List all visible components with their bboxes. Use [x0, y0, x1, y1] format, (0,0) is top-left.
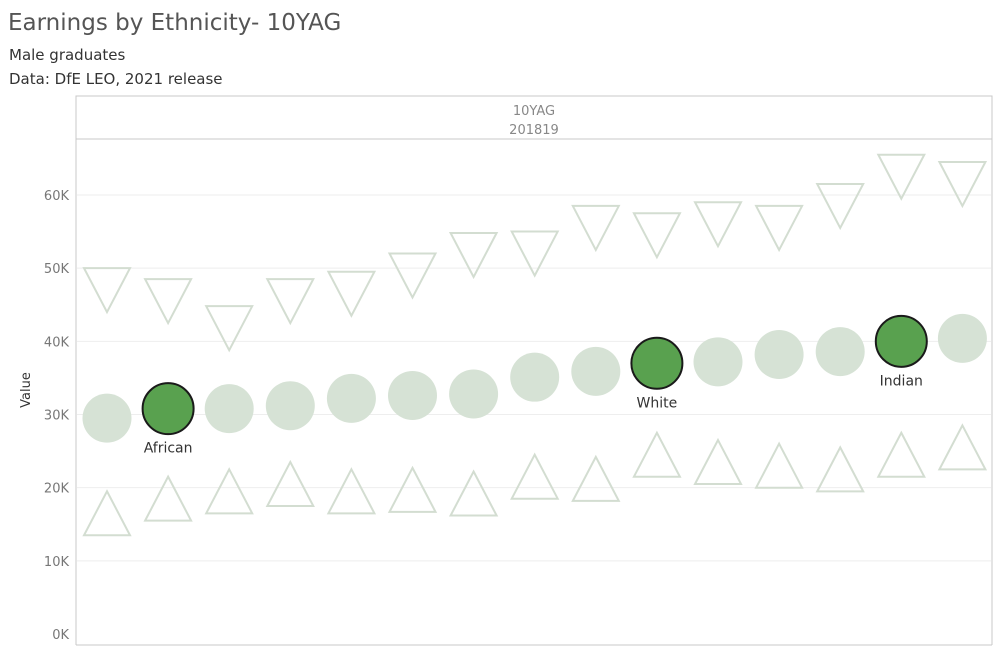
circle-point: [265, 381, 315, 431]
point-label-white: White: [637, 395, 678, 411]
triangle-down-point: [510, 230, 560, 278]
circle-point: [754, 330, 804, 380]
point-label-indian: Indian: [880, 373, 923, 389]
triangle-up-point: [204, 467, 254, 515]
triangle-down-point: [876, 153, 926, 201]
point-label-african: African: [144, 441, 193, 457]
circle-point: [388, 370, 437, 420]
y-tick-label: 30K: [44, 409, 70, 424]
triangle-up-point: [571, 454, 621, 502]
triangle-up-point: [632, 430, 682, 478]
triangle-down-point: [815, 182, 865, 231]
y-tick-label: 50K: [44, 262, 70, 277]
triangle-up-point: [754, 441, 804, 489]
y-axis-label: Value: [19, 372, 34, 408]
triangle-down-point: [448, 231, 499, 280]
highlighted-point: [630, 336, 684, 390]
circle-point: [204, 384, 254, 434]
circle-point: [510, 352, 560, 402]
circle-point: [937, 313, 987, 363]
triangle-up-point: [876, 430, 926, 478]
triangle-up-point: [937, 423, 988, 471]
y-tick-label: 60K: [44, 189, 70, 204]
triangle-down-point: [265, 278, 315, 326]
triangle-up-point: [510, 452, 560, 500]
triangle-down-point: [937, 161, 988, 209]
panel-header-line1: 10YAG: [513, 104, 555, 119]
triangle-down-point: [632, 212, 682, 260]
chart-title: Earnings by Ethnicity- 10YAG: [8, 10, 342, 36]
triangle-up-point: [82, 489, 132, 537]
highlighted-point: [141, 382, 195, 436]
y-tick-label: 40K: [44, 335, 70, 350]
triangle-up-point: [815, 445, 865, 493]
triangle-up-point: [693, 437, 743, 486]
triangle-up-point: [326, 467, 377, 515]
circle-point: [815, 327, 865, 377]
y-tick-labels: 0K 10K 20K 30K 40K 50K 60K: [44, 189, 70, 643]
data-source: Data: DfE LEO, 2021 release: [9, 70, 223, 88]
triangle-down-point: [693, 201, 743, 249]
circle-point: [326, 373, 376, 423]
triangle-down-point: [754, 204, 804, 253]
triangle-up-point: [387, 465, 438, 513]
circle-point: [449, 369, 499, 419]
chart-subtitle: Male graduates: [9, 46, 126, 64]
triangle-down-point: [82, 267, 132, 315]
highlighted-point: [874, 314, 928, 368]
panel-header-line2: 201819: [509, 123, 559, 138]
circle-point: [571, 346, 621, 396]
circle-point: [82, 393, 132, 443]
circle-point: [693, 337, 743, 387]
triangle-up-point: [265, 459, 315, 508]
triangle-down-point: [143, 278, 193, 326]
triangle-up-point: [448, 469, 499, 517]
y-tick-label: 10K: [44, 555, 70, 570]
y-tick-label: 20K: [44, 482, 70, 497]
y-tick-label: 0K: [52, 628, 69, 643]
triangle-down-point: [204, 305, 254, 353]
triangle-down-point: [571, 204, 621, 253]
point-labels: African White Indian: [144, 373, 923, 456]
triangle-down-point: [326, 270, 377, 318]
data-marks: [82, 153, 988, 537]
triangle-up-point: [143, 474, 193, 522]
triangle-down-point: [387, 252, 438, 300]
